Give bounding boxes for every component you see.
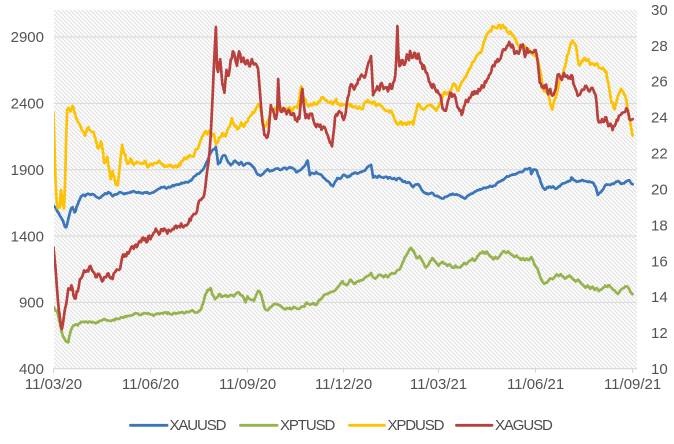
svg-text:11/06/20: 11/06/20 [122,376,179,393]
svg-text:2400: 2400 [11,96,44,113]
svg-text:XAUUSD: XAUUSD [170,417,227,434]
svg-text:XPTUSD: XPTUSD [280,417,336,434]
svg-text:30: 30 [651,2,668,19]
svg-text:11/03/20: 11/03/20 [25,376,82,393]
svg-text:11/03/21: 11/03/21 [410,376,467,393]
svg-text:1900: 1900 [11,162,44,179]
svg-text:22: 22 [651,146,668,163]
svg-text:16: 16 [651,253,668,270]
svg-text:14: 14 [651,289,668,306]
svg-text:900: 900 [19,295,44,312]
svg-text:1400: 1400 [11,228,44,245]
svg-text:12: 12 [651,325,668,342]
svg-text:XPDUSD: XPDUSD [388,417,445,434]
svg-text:20: 20 [651,181,668,198]
svg-text:18: 18 [651,217,668,234]
svg-text:XAGUSD: XAGUSD [495,417,553,434]
svg-text:11/06/21: 11/06/21 [507,376,564,393]
svg-text:10: 10 [651,361,668,378]
svg-text:26: 26 [651,74,668,91]
svg-text:24: 24 [651,110,668,127]
svg-text:2900: 2900 [11,29,44,46]
svg-text:11/12/20: 11/12/20 [315,376,372,393]
svg-text:400: 400 [19,361,44,378]
svg-text:11/09/21: 11/09/21 [604,376,661,393]
svg-text:28: 28 [651,38,668,55]
svg-text:11/09/20: 11/09/20 [219,376,276,393]
